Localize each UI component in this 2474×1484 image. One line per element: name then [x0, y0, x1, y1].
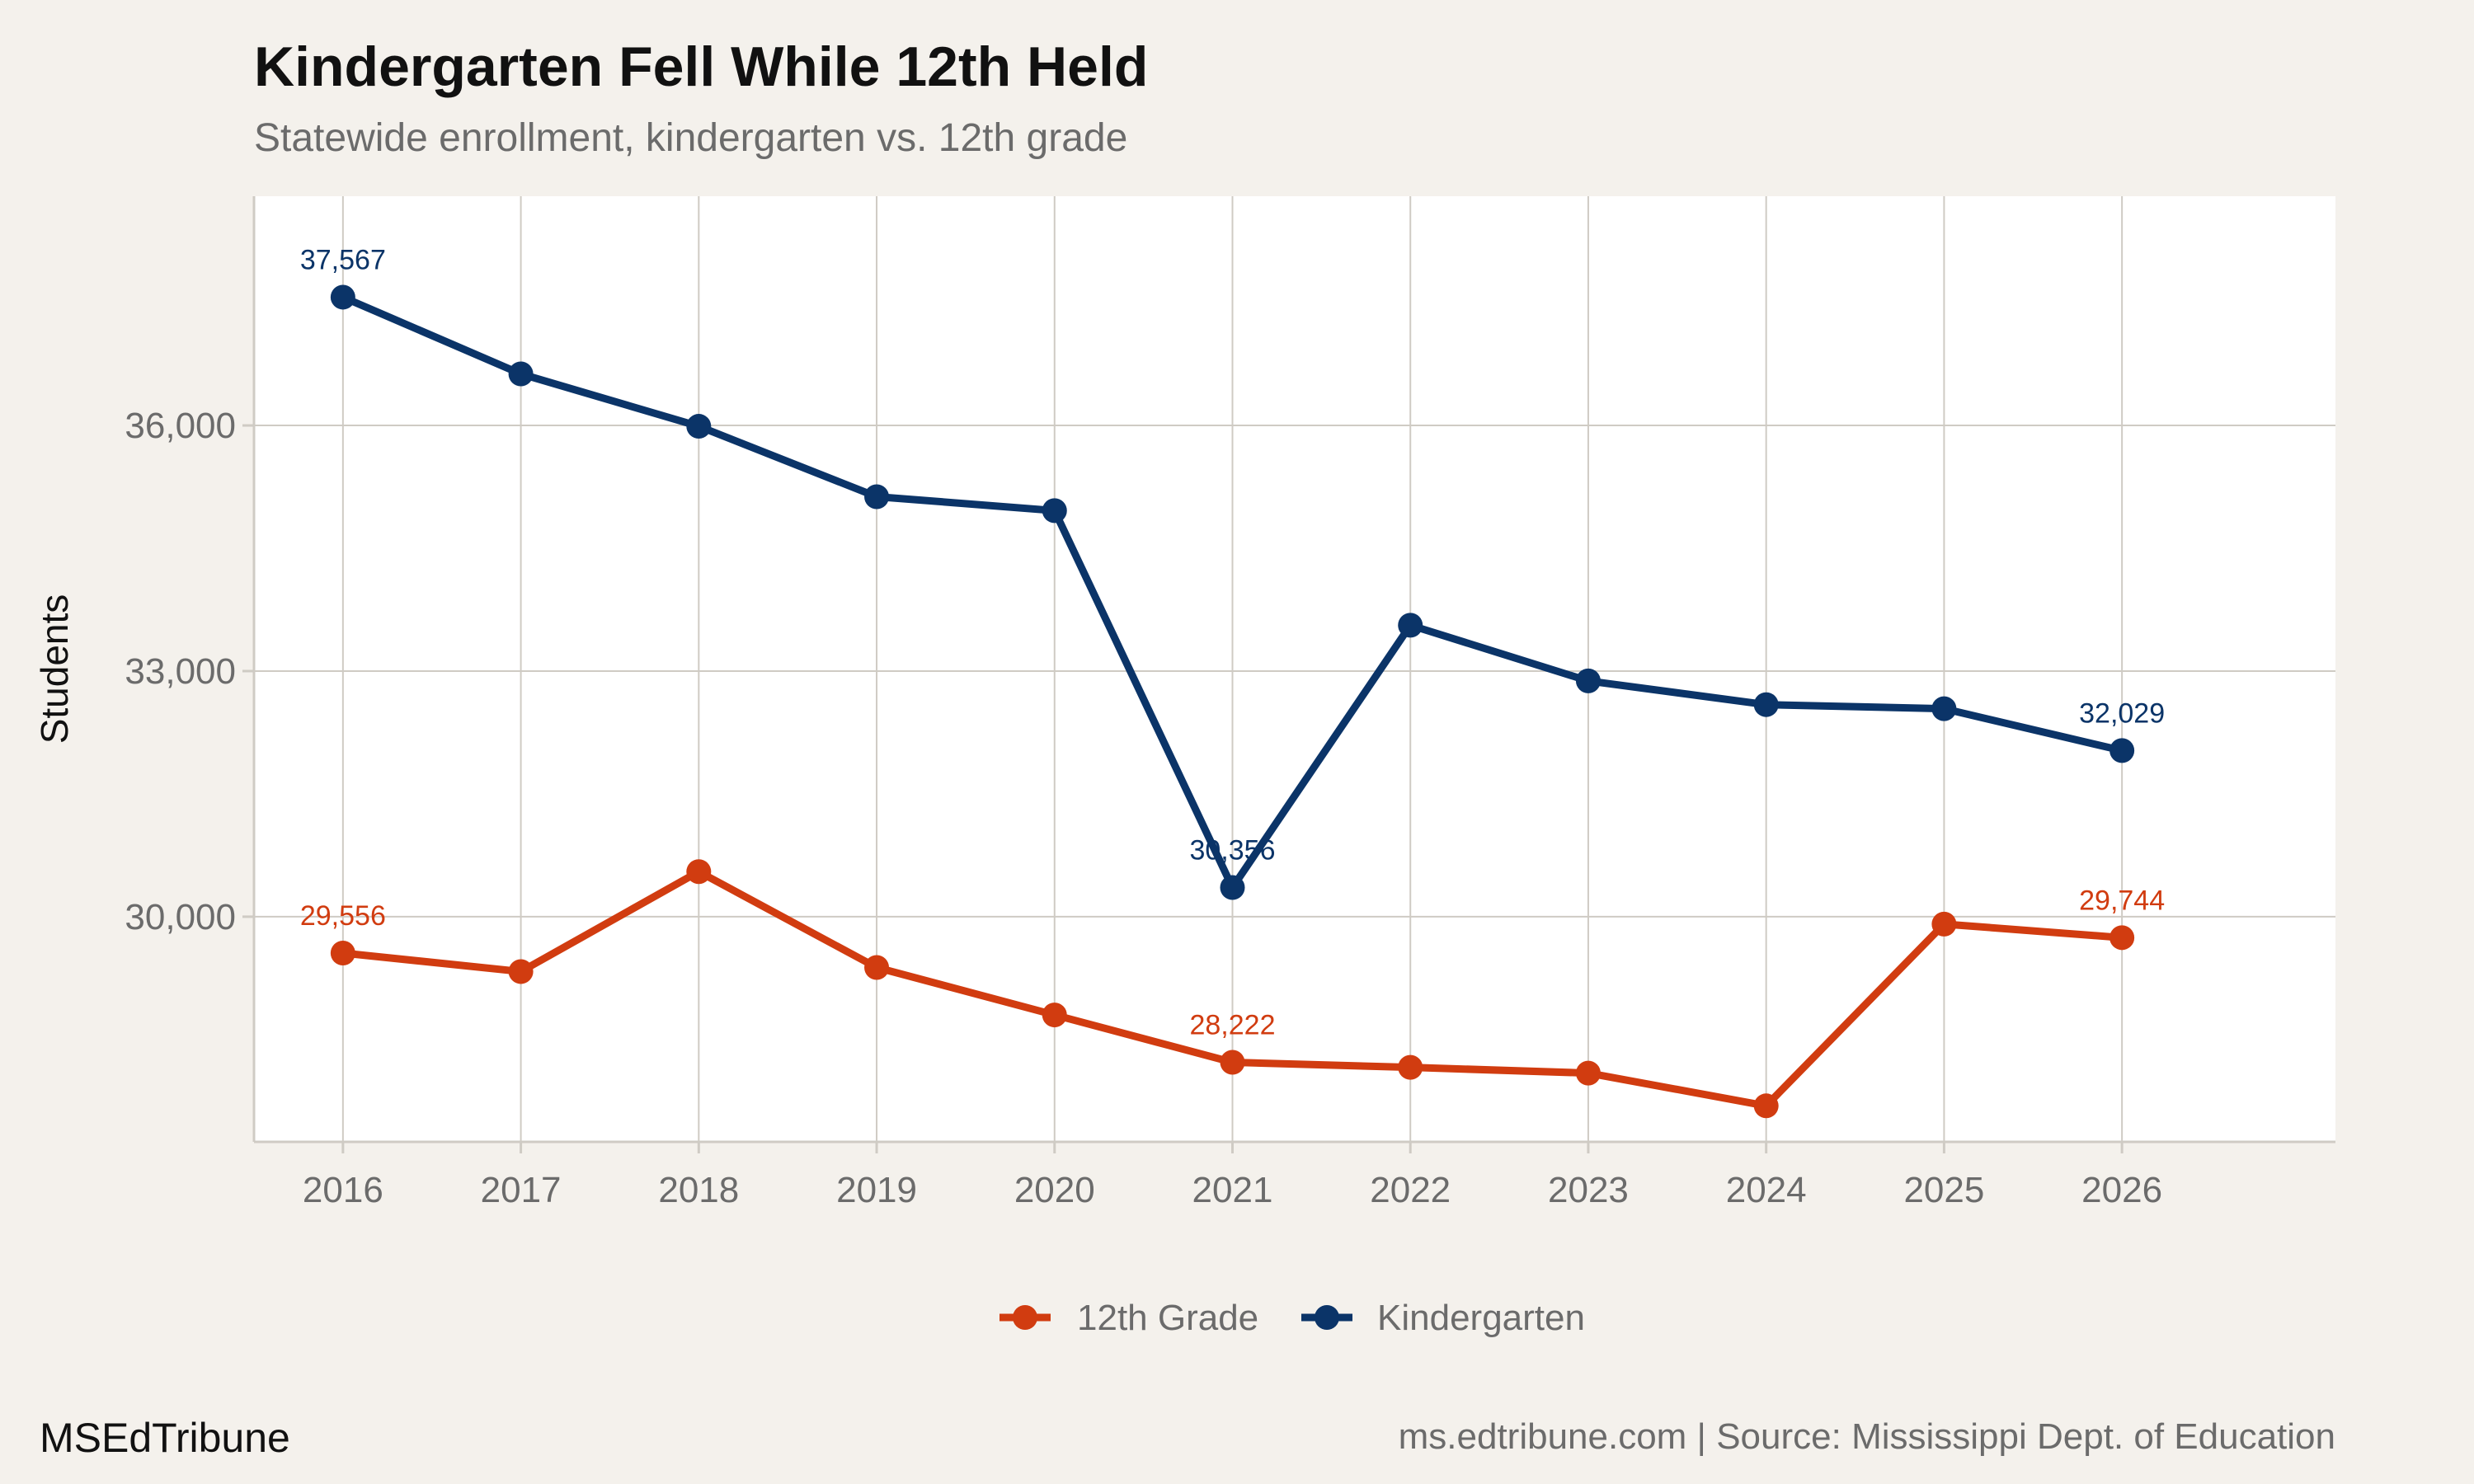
data-point-kindergarten [2109, 738, 2135, 763]
x-tick-label: 2019 [836, 1170, 917, 1210]
x-tick-label: 2023 [1548, 1170, 1629, 1210]
x-tick-label: 2024 [1726, 1170, 1807, 1210]
x-tick-label: 2020 [1014, 1170, 1095, 1210]
brand-logo-text: MSEdTribune [40, 1415, 290, 1461]
x-tick-label: 2017 [481, 1170, 562, 1210]
data-point-12th-grade [1753, 1093, 1779, 1119]
data-point-12th-grade [2109, 925, 2135, 951]
data-point-kindergarten [1753, 692, 1779, 717]
y-axis-title: Students [33, 594, 76, 744]
plot-panel [254, 196, 2335, 1142]
data-label-12th-grade: 29,556 [300, 900, 386, 932]
data-point-kindergarten [864, 484, 890, 510]
data-point-kindergarten [508, 361, 534, 387]
data-point-12th-grade [686, 859, 712, 885]
x-tick-label: 2022 [1370, 1170, 1451, 1210]
source-credit: ms.edtribune.com | Source: Mississippi D… [1398, 1416, 2335, 1457]
x-tick-label: 2025 [1903, 1170, 1984, 1210]
x-tick-label: 2026 [2081, 1170, 2162, 1210]
data-label-kindergarten: 32,029 [2079, 697, 2165, 729]
data-point-12th-grade [864, 955, 890, 980]
legend-swatch-point-12th-grade [1013, 1305, 1037, 1330]
data-point-12th-grade [508, 959, 534, 984]
data-label-12th-grade: 29,744 [2079, 885, 2165, 916]
legend-swatch-point-kindergarten [1315, 1305, 1339, 1330]
x-tick-label: 2018 [658, 1170, 739, 1210]
legend-label-12th-grade: 12th Grade [1077, 1298, 1258, 1338]
legend: 12th Grade Kindergarten [999, 1298, 1585, 1338]
data-label-kindergarten: 37,567 [300, 244, 386, 275]
data-point-kindergarten [1042, 498, 1067, 524]
chart-title: Kindergarten Fell While 12th Held [254, 35, 1149, 98]
x-tick-label: 2016 [303, 1170, 383, 1210]
data-point-12th-grade [1931, 911, 1957, 937]
data-point-12th-grade [1398, 1054, 1423, 1080]
x-tick-label: 2021 [1192, 1170, 1273, 1210]
data-point-12th-grade [330, 940, 355, 965]
legend-label-kindergarten: Kindergarten [1377, 1298, 1585, 1338]
chart-subtitle: Statewide enrollment, kindergarten vs. 1… [254, 116, 1128, 160]
y-tick-label: 33,000 [125, 651, 236, 692]
data-point-12th-grade [1042, 1003, 1067, 1028]
data-point-kindergarten [1398, 613, 1423, 638]
data-point-kindergarten [330, 284, 355, 310]
data-label-12th-grade: 28,222 [1189, 1009, 1275, 1040]
data-point-kindergarten [1931, 696, 1957, 721]
data-point-12th-grade [1220, 1050, 1245, 1075]
data-point-kindergarten [686, 414, 712, 439]
y-tick-label: 30,000 [125, 897, 236, 937]
data-point-12th-grade [1575, 1060, 1601, 1086]
y-tick-label: 36,000 [125, 406, 236, 446]
data-point-kindergarten [1575, 668, 1601, 693]
data-point-kindergarten [1220, 875, 1245, 900]
data-label-kindergarten: 30,356 [1189, 835, 1275, 866]
